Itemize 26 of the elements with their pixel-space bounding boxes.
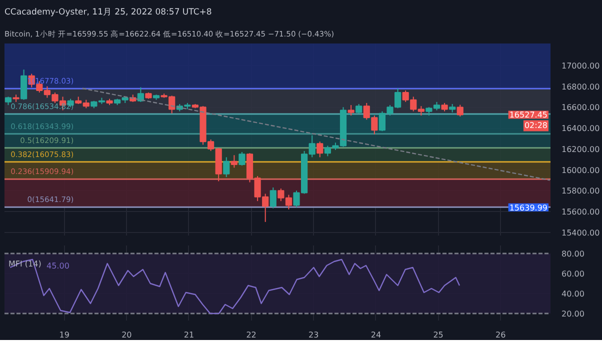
x-tick-label: 25 <box>433 330 444 340</box>
y-tick-label: 17000.00 <box>562 61 600 70</box>
x-tick-label: 22 <box>246 330 256 340</box>
chart-title: CCacademy-Oyster, 11月 25, 2022 08:57 UTC+8 <box>4 8 212 18</box>
x-tick-label: 24 <box>370 330 382 340</box>
x-tick-label: 26 <box>496 330 506 340</box>
annotation: 15639.99 <box>509 203 548 212</box>
x-tick-label: 23 <box>308 330 319 340</box>
y-tick-label: 15400.00 <box>562 228 600 238</box>
y-tick-label: 16800.00 <box>562 82 600 92</box>
annotation: 16527.45 <box>509 110 548 120</box>
y-tick-label: 80.00 <box>562 250 584 258</box>
x-tick-label: 21 <box>184 330 194 340</box>
y-tick-label: 15800.00 <box>562 186 600 196</box>
y-tick-label: 16200.00 <box>562 144 600 154</box>
x-tick-label: 20 <box>122 330 132 340</box>
y-tick-label: 40.00 <box>562 290 584 298</box>
y-tick-label: 20.00 <box>562 310 584 318</box>
y-tick-label: 16000.00 <box>562 166 600 175</box>
y-tick-label: 15600.00 <box>562 208 600 216</box>
annotation: 02:28 <box>524 121 548 130</box>
x-tick-label: 19 <box>59 330 70 340</box>
y-tick-label: 16400.00 <box>562 124 600 134</box>
y-tick-label: 60.00 <box>562 270 584 278</box>
annotation: 45.00 <box>46 262 70 270</box>
y-tick-label: 16600.00 <box>562 103 600 112</box>
